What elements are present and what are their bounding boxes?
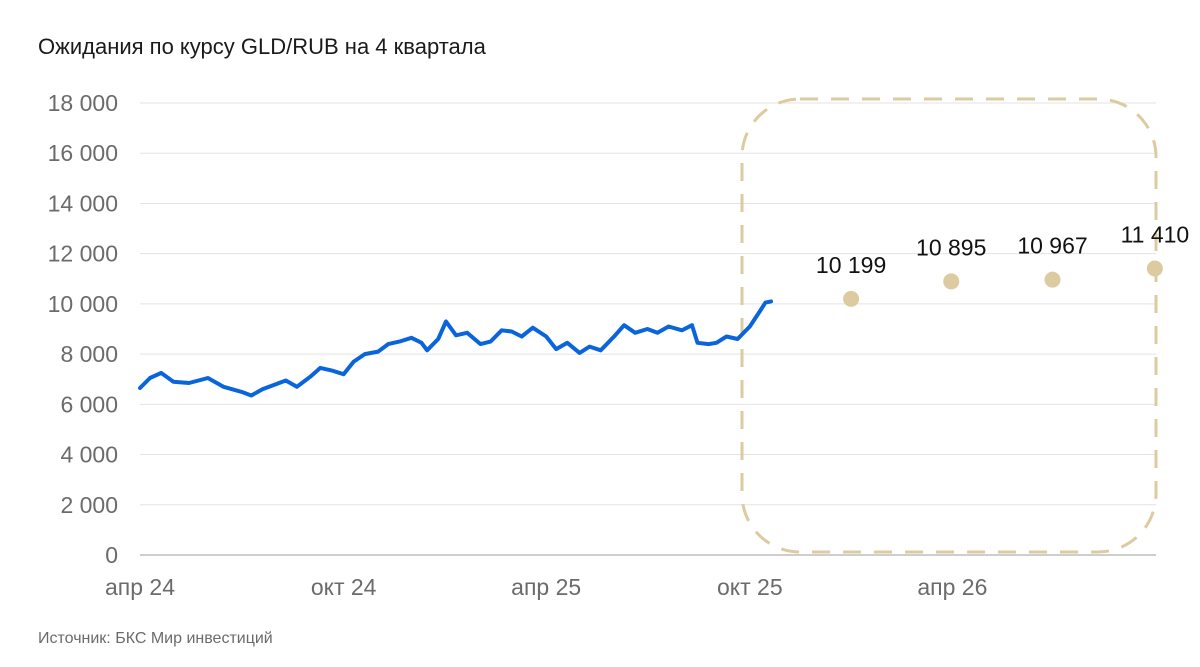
x-tick-label: окт 25: [717, 574, 783, 600]
y-tick-label: 6 000: [60, 391, 118, 417]
y-tick-label: 8 000: [60, 341, 118, 367]
y-tick-label: 4 000: [60, 442, 118, 468]
history-price-line: [138, 299, 773, 398]
y-tick-label: 14 000: [48, 190, 118, 216]
y-axis-tick-labels: 0 2 000 4 000 6 000 8 000 10 000 12 000 14 000 1…: [48, 90, 118, 568]
forecast-value-label: 11 410: [1121, 221, 1190, 247]
forecast-value-label: 10 895: [916, 234, 986, 260]
x-axis-tick-labels: апр 24 окт 24 апр 25 окт 25 апр 26: [105, 574, 987, 600]
forecast-value-label: 10 967: [1017, 233, 1087, 259]
x-tick-label: окт 24: [311, 574, 377, 600]
y-tick-label: 10 000: [48, 291, 118, 317]
y-tick-label: 16 000: [48, 140, 118, 166]
forecast-point: [1044, 271, 1061, 288]
x-tick-label: апр 24: [105, 574, 175, 600]
forecast-point: [943, 273, 960, 290]
forecast-value-label: 10 199: [816, 252, 886, 278]
y-tick-label: 18 000: [48, 90, 118, 116]
forecast-point: [843, 290, 860, 307]
x-tick-label: апр 26: [917, 574, 987, 600]
chart-title: Ожидания по курсу GLD/RUB на 4 квартала: [38, 34, 486, 59]
x-tick-label: апр 25: [511, 574, 581, 600]
source-note: Источник: БКС Мир инвестиций: [38, 630, 273, 647]
y-tick-label: 0: [105, 542, 118, 568]
forecast-points: 10 199 10 895 10 967 11 410: [816, 221, 1190, 307]
grid-lines: [140, 102, 1156, 556]
y-tick-label: 2 000: [60, 492, 118, 518]
forecast-point: [1146, 260, 1163, 277]
forecast-region-box: [740, 97, 1158, 554]
y-tick-label: 12 000: [48, 241, 118, 267]
